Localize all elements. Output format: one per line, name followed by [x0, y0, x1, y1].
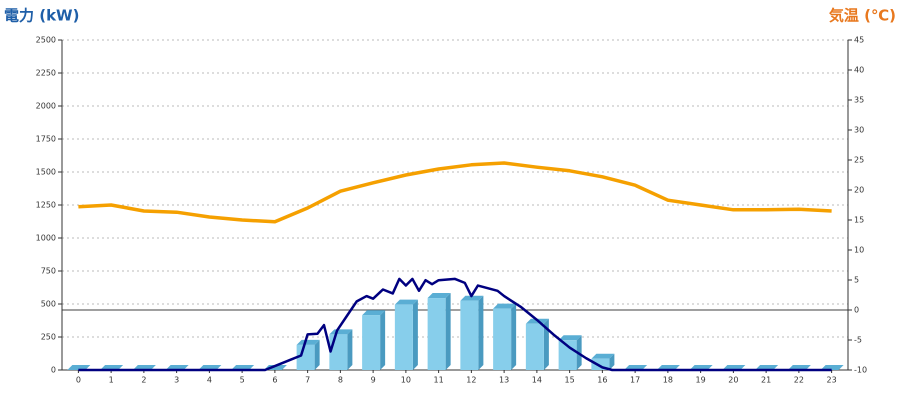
x-tick-label: 8 [338, 376, 343, 385]
line [78, 277, 832, 372]
y-tick-label: 0 [51, 366, 56, 375]
x-tick-label: 18 [663, 376, 673, 385]
y-tick-label: 500 [41, 300, 56, 309]
x-tick-label: 10 [401, 376, 411, 385]
bar-side [314, 339, 320, 370]
x-tick-label: 7 [305, 376, 310, 385]
y2-tick-label: 5 [854, 276, 859, 285]
y-tick-label: 1500 [36, 168, 56, 177]
bar-top [296, 339, 320, 345]
x-tick-label: 22 [794, 376, 804, 385]
y2-tick-label: 45 [854, 36, 864, 45]
x-tick-label: 5 [240, 376, 245, 385]
y2-tick-label: 15 [854, 216, 864, 225]
y-tick-label: 1750 [36, 135, 56, 144]
bar-side [478, 295, 484, 370]
bar-top [362, 310, 386, 316]
y2-tick-label: -5 [854, 336, 862, 345]
bar-side [511, 303, 517, 370]
bar-side [412, 299, 418, 370]
left-axis-title: 電力 (kW) [4, 7, 79, 25]
y2-tick-label: 30 [854, 126, 864, 135]
x-tick-label: 2 [141, 376, 146, 385]
bar-top [460, 295, 484, 301]
bar-side [347, 329, 353, 370]
bar-top [591, 353, 615, 359]
y-tick-label: 2250 [36, 69, 56, 78]
x-tick-label: 4 [207, 376, 212, 385]
y2-tick-label: 10 [854, 246, 864, 255]
bar [591, 358, 610, 370]
y-tick-label: 750 [41, 267, 56, 276]
x-tick-label: 6 [272, 376, 277, 385]
bar-side [609, 353, 615, 370]
x-tick-label: 11 [434, 376, 444, 385]
y-tick-label: 1000 [36, 234, 56, 243]
x-tick-label: 21 [761, 376, 771, 385]
y-tick-label: 250 [41, 333, 56, 342]
right-axis-title: 気温 (℃) [829, 7, 896, 25]
bar [329, 334, 348, 370]
x-tick-label: 13 [499, 376, 509, 385]
y-tick-label: 2500 [36, 36, 56, 45]
x-tick-label: 9 [371, 376, 376, 385]
bar [493, 308, 512, 370]
y2-tick-label: 40 [854, 66, 864, 75]
bar-top [427, 293, 451, 299]
bar [427, 298, 446, 370]
bar-side [380, 310, 386, 370]
y2-tick-label: 20 [854, 186, 864, 195]
x-tick-label: 0 [76, 376, 81, 385]
x-tick-label: 3 [174, 376, 179, 385]
bar-side [445, 293, 451, 370]
bar-side [543, 318, 549, 370]
bar [394, 304, 413, 370]
x-tick-label: 23 [827, 376, 837, 385]
bar-top [493, 303, 517, 309]
bar [460, 300, 479, 370]
y2-tick-label: 25 [854, 156, 864, 165]
x-tick-label: 19 [696, 376, 706, 385]
y2-tick-label: 0 [854, 306, 859, 315]
bar [362, 315, 381, 370]
bar-top [394, 299, 418, 305]
y-tick-label: 1250 [36, 201, 56, 210]
x-tick-label: 20 [728, 376, 738, 385]
y2-tick-label: -10 [854, 366, 867, 375]
x-tick-label: 12 [466, 376, 476, 385]
x-tick-label: 16 [597, 376, 607, 385]
x-tick-label: 17 [630, 376, 640, 385]
y2-tick-label: 35 [854, 96, 864, 105]
bar-top [558, 335, 582, 341]
bar [525, 323, 544, 370]
line [78, 161, 832, 224]
x-tick-label: 14 [532, 376, 542, 385]
x-tick-label: 15 [565, 376, 575, 385]
x-tick-label: 1 [109, 376, 114, 385]
y-tick-label: 2000 [36, 102, 56, 111]
